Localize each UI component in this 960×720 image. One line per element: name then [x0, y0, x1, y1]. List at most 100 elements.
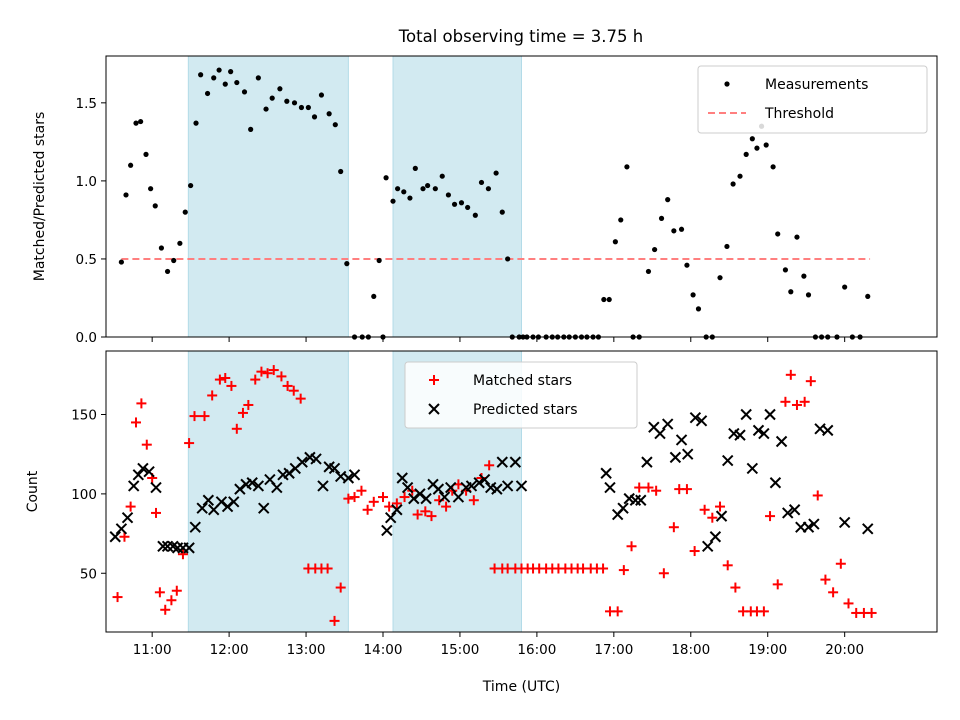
matched-point [151, 507, 162, 518]
measurement-point [123, 192, 129, 198]
measurement-point [284, 98, 290, 104]
matched-point [626, 541, 637, 552]
matched-point [112, 592, 123, 603]
measurement-point [143, 151, 149, 157]
predicted-point [746, 462, 759, 475]
measurement-point [128, 162, 134, 168]
measurement-point [749, 136, 755, 142]
measurement-point [606, 296, 612, 303]
matched-point [226, 380, 237, 391]
matched-point [658, 568, 669, 579]
measurement-point [407, 195, 413, 201]
matched-point [160, 604, 171, 615]
predicted-point [654, 427, 666, 440]
predicted-point [822, 424, 834, 437]
measurement-point [465, 204, 471, 211]
legend-matched-marker [429, 375, 439, 385]
y-tick-label: 1.5 [76, 96, 97, 112]
measurement-point [371, 293, 377, 300]
measurement-point [612, 239, 618, 245]
predicted-point [228, 496, 240, 508]
predicted-point [808, 518, 820, 530]
matched-point [681, 484, 692, 495]
y-tick-label: 150 [71, 408, 97, 424]
predicted-point [758, 427, 770, 440]
measurement-point [318, 92, 325, 98]
matched-point [420, 506, 431, 517]
measurement-point [277, 86, 283, 92]
measurement-point [665, 197, 671, 203]
measurement-point [493, 170, 499, 176]
predicted-point [709, 531, 722, 543]
measurement-point [332, 122, 338, 128]
matched-point [598, 563, 609, 574]
measurement-point [269, 95, 275, 101]
measurement-point [234, 79, 240, 86]
matched-point [362, 504, 373, 515]
x-tick-label: 14:00 [364, 642, 403, 658]
matched-point [730, 582, 741, 593]
top-y-ticks: 0.0 0.5 1.0 1.5 [76, 96, 106, 346]
measurement-point [193, 120, 199, 126]
legend-measurement-marker [724, 81, 730, 87]
measurement-point [291, 100, 298, 106]
x-tick-label: 20:00 [825, 642, 864, 658]
predicted-point [384, 511, 397, 524]
measurement-point [255, 75, 261, 81]
matched-point [268, 365, 279, 376]
predicted-point [675, 434, 688, 446]
matched-point [765, 511, 776, 522]
predicted-point [452, 491, 465, 503]
measurement-point [390, 198, 396, 204]
observing-span-shading-top [187, 55, 522, 338]
predicted-point [752, 424, 765, 437]
matched-point [256, 366, 267, 377]
predicted-point [258, 502, 270, 514]
matched-point [199, 411, 210, 422]
measurement-point [338, 168, 344, 175]
predicted-point [465, 480, 478, 492]
predicted-point [788, 504, 801, 516]
predicted-point [689, 411, 702, 424]
matched-point [329, 615, 340, 626]
matched-point [288, 385, 299, 396]
matched-point [612, 606, 623, 617]
predicted-point [296, 456, 308, 468]
measurement-point [788, 289, 794, 295]
predicted-point [157, 540, 169, 552]
predicted-point [669, 451, 682, 464]
matched-point [426, 511, 437, 522]
measurement-point [383, 175, 389, 181]
matched-point [335, 582, 346, 593]
predicted-point [604, 481, 616, 494]
matched-point [699, 504, 710, 515]
x-tick-label: 19:00 [748, 642, 787, 658]
measurement-point [401, 189, 407, 195]
measurement-point [671, 228, 677, 234]
measurement-point [171, 257, 177, 264]
matched-point [805, 376, 816, 387]
measurement-point [801, 273, 807, 279]
matched-point [707, 512, 718, 523]
predicted-point [445, 481, 457, 494]
measurement-point [138, 118, 144, 125]
measurement-point [311, 114, 318, 120]
measurement-point [754, 145, 760, 151]
matched-point [276, 371, 287, 382]
bottom-plot-frame [105, 350, 938, 633]
measurement-point [658, 215, 665, 221]
measurement-point [158, 245, 164, 251]
measurement-point [376, 257, 382, 264]
measurement-point [222, 81, 228, 87]
measurement-point [618, 217, 624, 223]
bottom-legend: Matched stars Predicted stars [404, 361, 638, 429]
matched-point [378, 492, 388, 503]
measurement-point [148, 186, 154, 192]
measurement-point [412, 165, 418, 171]
legend-label-measurements: Measurements [765, 77, 868, 93]
shaded-span-1 [392, 55, 522, 338]
x-tick-label: 18:00 [671, 642, 710, 658]
predicted-point [775, 435, 788, 448]
top-plot-frame [105, 55, 938, 338]
